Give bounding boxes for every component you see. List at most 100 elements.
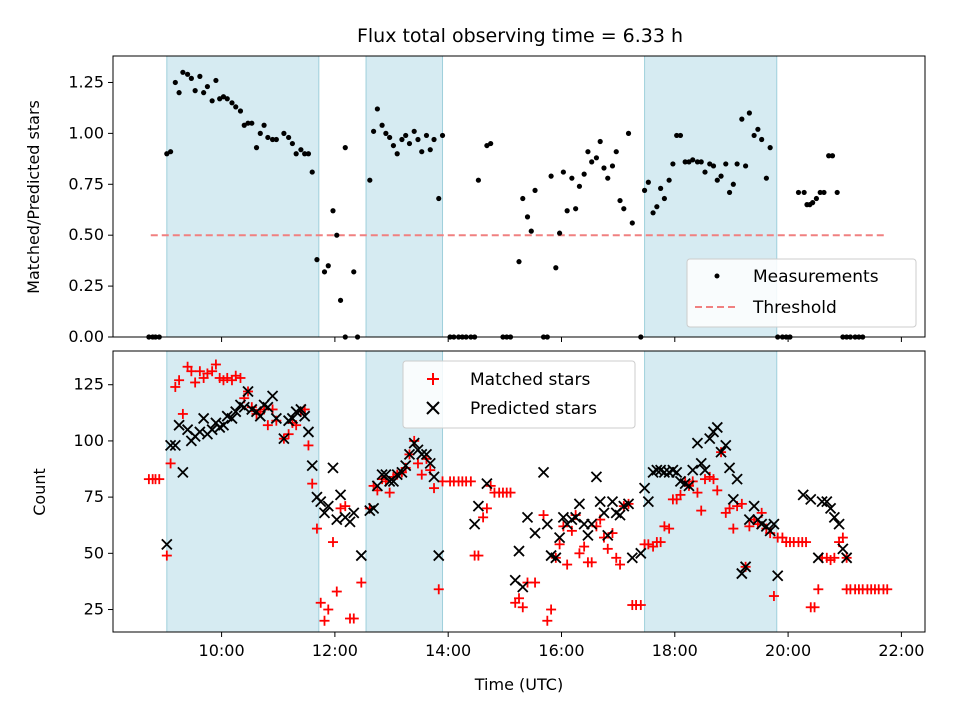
predicted-star-stroke [711,421,723,434]
matched-star-point [696,505,707,516]
predicted-star-point [270,412,282,425]
matched-star-point [558,521,569,532]
predicted-star-point [242,385,254,398]
predicted-star-stroke [671,466,683,479]
legend-threshold-label: Threshold [752,298,837,318]
measurement-point [516,259,522,265]
measurement-point [641,187,648,193]
predicted-star-point [582,529,594,541]
predicted-star-stroke [805,493,817,506]
measurement-point [383,130,389,136]
predicted-star-point [396,466,408,479]
predicted-star-stroke [286,412,299,425]
measurement-point [176,90,182,96]
measurement-point [532,187,538,193]
predicted-star-stroke [270,412,282,425]
measurement-point [209,98,215,104]
measurement-point [763,175,769,181]
measurement-point [351,269,357,275]
predicted-star-point [344,516,356,528]
predicted-star-stroke [642,495,654,508]
matched-star-point [311,523,322,534]
measurement-point [601,165,607,171]
measurement-point [431,136,437,143]
predicted-star-point [367,502,380,514]
predicted-star-stroke [715,446,727,458]
shaded-interval [644,350,778,633]
predicted-star-stroke [348,507,360,519]
predicted-star-point [837,543,849,555]
matched-star-point [768,591,779,602]
measurement-point [245,120,251,126]
matched-star-point [530,577,541,588]
predicted-star-point [586,518,598,530]
predicted-star-stroke [513,545,525,557]
measurement-point [387,134,393,141]
predicted-star-point [772,570,784,582]
predicted-star-stroke [521,511,534,523]
measurement-point [581,171,587,177]
matched-star-point [643,539,654,550]
predicted-star-stroke [246,403,258,416]
measurement-point [658,185,664,191]
x-tick-label: 22:00 [878,641,924,660]
predicted-star-point [736,567,748,580]
predicted-star-point [238,401,250,413]
predicted-star-point [711,421,723,434]
matched-star-point [562,559,573,570]
matched-star-point [473,550,484,561]
measurement-point [609,163,616,169]
predicted-star-stroke [573,498,586,510]
x-tick-label: 12:00 [312,641,358,660]
predicted-star-stroke [355,549,367,562]
predicted-star-point [764,525,776,537]
predicted-star-point [424,457,436,470]
matched-star-point [170,381,181,392]
predicted-star-point [302,426,315,438]
measurement-point [813,195,820,202]
measurement-point [192,88,198,94]
predicted-star-stroke [181,424,194,436]
predicted-star-stroke [238,401,250,413]
x-tick-label: 16:00 [538,641,584,660]
measurement-point [411,128,417,134]
predicted-star-point [198,412,210,425]
predicted-star-point [529,527,541,539]
bottom-axes-frame [112,350,926,633]
predicted-star-point [594,495,606,508]
predicted-star-stroke [812,552,824,564]
measurement-point [233,104,239,110]
measurement-point [810,200,816,206]
matched-star-point [481,503,492,514]
predicted-star-stroke [654,464,667,476]
measurement-point [826,153,832,159]
measurement-point [694,159,701,165]
predicted-star-stroke [194,426,206,438]
predicted-star-stroke [622,498,635,510]
matched-star-point [554,539,565,550]
predicted-star-point [230,406,242,418]
bottom-y-ticks: 25 50 75 100 125 [73,375,113,619]
predicted-star-stroke [833,518,845,530]
predicted-star-stroke [570,511,582,523]
matched-star-point [416,469,427,480]
measurement-point [314,257,320,263]
measurement-point [436,195,442,202]
predicted-star-point [315,495,327,508]
predicted-star-point [704,433,716,445]
matched-star-point [307,478,318,489]
measurement-point [439,132,446,139]
measurement-point [403,132,409,139]
measurement-point [204,83,211,90]
measurement-point [759,136,765,143]
measurement-point [475,177,481,183]
predicted-star-stroke [433,549,445,562]
measurement-point [269,136,276,143]
measurement-point [305,151,312,157]
matched-star-point [478,512,489,523]
predicted-star-stroke [590,471,603,483]
predicted-star-point [550,552,562,564]
predicted-star-stroke [327,462,339,474]
top-legend: Measurements Threshold [686,258,917,328]
measurement-point [654,204,660,210]
